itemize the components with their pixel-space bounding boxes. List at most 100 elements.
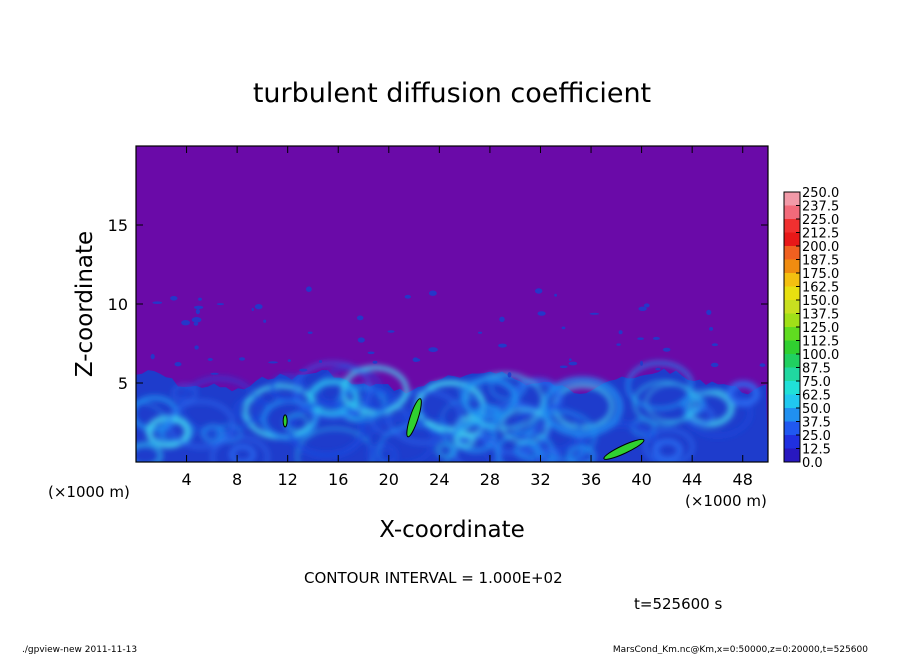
colorbar-swatch	[784, 448, 800, 463]
swirl-mark	[167, 399, 235, 449]
eddy-mark	[254, 304, 263, 310]
swirl-mark	[726, 380, 760, 407]
eddy-mark	[152, 301, 163, 305]
colorbar-swatch	[784, 273, 800, 287]
swirl-mark	[633, 380, 695, 426]
footer-right: MarsCond_Km.nc@Km,x=0:50000,z=0:20000,t=…	[613, 645, 868, 654]
colorbar-swatch	[784, 381, 800, 395]
eddy-mark	[263, 319, 267, 323]
colorbar-label: 75.0	[802, 375, 831, 390]
swirl-mark	[652, 438, 683, 462]
colorbar-swatch	[784, 246, 800, 260]
y-axis: 5 10 15	[108, 216, 768, 393]
eddy-mark	[307, 331, 313, 334]
eddy-mark	[191, 317, 202, 323]
eddy-mark	[507, 372, 512, 378]
colorbar-label: 200.0	[802, 240, 839, 255]
colorbar-label: 37.5	[802, 416, 831, 431]
eddy-mark	[193, 322, 199, 326]
colorbar-swatch	[784, 340, 800, 355]
colorbar-label: 250.0	[802, 186, 839, 201]
y-tick-label: 15	[108, 216, 128, 235]
time-label: t=525600 s	[634, 595, 722, 613]
swirl-mark	[172, 383, 198, 403]
swirl-mark	[367, 416, 435, 462]
eddy-mark	[372, 360, 378, 364]
colorbar-swatch	[784, 300, 800, 314]
swirl-mark	[626, 361, 694, 411]
contour-interval-text: CONTOUR INTERVAL = 1.000E+02	[304, 569, 563, 587]
colorbar-swatch	[784, 205, 800, 220]
plot-area	[135, 145, 769, 463]
colorbar-swatch	[784, 354, 800, 368]
eddy-mark	[287, 359, 291, 362]
x-axis: 4 8 12 16 20 24 28 32 36 40 44 48	[181, 146, 753, 489]
contour-plume	[282, 414, 288, 428]
eddy-mark	[195, 308, 200, 315]
colorbar-swatch	[784, 232, 800, 247]
eddy-mark	[710, 362, 719, 368]
swirl-mark	[683, 387, 752, 438]
colorbar-label: 50.0	[802, 402, 831, 417]
x-tick-label: 44	[682, 470, 702, 489]
eddy-mark	[207, 358, 213, 361]
swirl-mark	[136, 395, 179, 432]
eddy-mark	[711, 343, 719, 347]
x-tick-label: 32	[530, 470, 550, 489]
swirl-mark	[293, 361, 373, 419]
swirl-mark	[578, 420, 662, 462]
colorbar-label: 125.0	[802, 321, 839, 336]
colorbar-swatch	[784, 259, 800, 274]
colorbar-label: 62.5	[802, 389, 831, 404]
eddy-mark	[428, 347, 438, 353]
eddy-mark	[478, 331, 483, 334]
swirl-mark	[367, 442, 398, 462]
colorbar-label: 25.0	[802, 429, 831, 444]
x-tick-label: 24	[429, 470, 449, 489]
colorbar-label: 150.0	[802, 294, 839, 309]
swirl-mark	[386, 389, 463, 445]
eddy-mark	[568, 361, 578, 366]
colorbar-label: 187.5	[802, 254, 839, 269]
colorbar-swatch	[784, 313, 800, 328]
eddy-mark	[193, 305, 204, 310]
x-unit-right: (×1000 m)	[685, 492, 767, 510]
eddy-mark	[637, 337, 644, 341]
colorbar-label: 137.5	[802, 308, 839, 323]
colorbar-swatch	[784, 367, 800, 382]
colorbar-swatch	[784, 219, 800, 233]
x-tick-label: 16	[328, 470, 348, 489]
eddy-mark	[367, 351, 375, 355]
eddy-mark	[616, 343, 621, 346]
colorbar-label: 87.5	[802, 362, 831, 377]
swirl-mark	[340, 401, 368, 422]
eddy-mark	[194, 345, 199, 350]
eddy-mark	[210, 372, 219, 375]
eddy-mark	[561, 326, 566, 330]
x-tick-label: 48	[733, 470, 753, 489]
contour-plume	[603, 438, 645, 460]
colorbar-label: 112.5	[802, 335, 839, 350]
colorbar-swatch	[784, 394, 800, 409]
eddy-mark	[299, 368, 308, 372]
chart-title: turbulent diffusion coefficient	[253, 78, 651, 109]
colorbar-swatch	[784, 192, 800, 206]
eddy-mark	[655, 367, 661, 371]
eddy-mark	[429, 290, 437, 296]
eddy-mark	[640, 360, 643, 366]
swirl-mark	[341, 365, 409, 415]
eddy-mark	[239, 357, 245, 361]
swirl-mark	[229, 444, 256, 462]
swirl-mark	[643, 428, 695, 462]
x-tick-label: 36	[581, 470, 601, 489]
eddy-mark	[318, 360, 323, 363]
colorbar-swatch	[784, 421, 800, 436]
eddy-mark	[537, 311, 546, 316]
y-tick-label: 5	[118, 374, 128, 393]
eddy-mark	[356, 315, 364, 321]
colorbar-swatch	[784, 408, 800, 422]
eddy-mark	[759, 363, 766, 367]
eddy-mark	[216, 303, 225, 306]
swirl-mark	[200, 424, 226, 444]
